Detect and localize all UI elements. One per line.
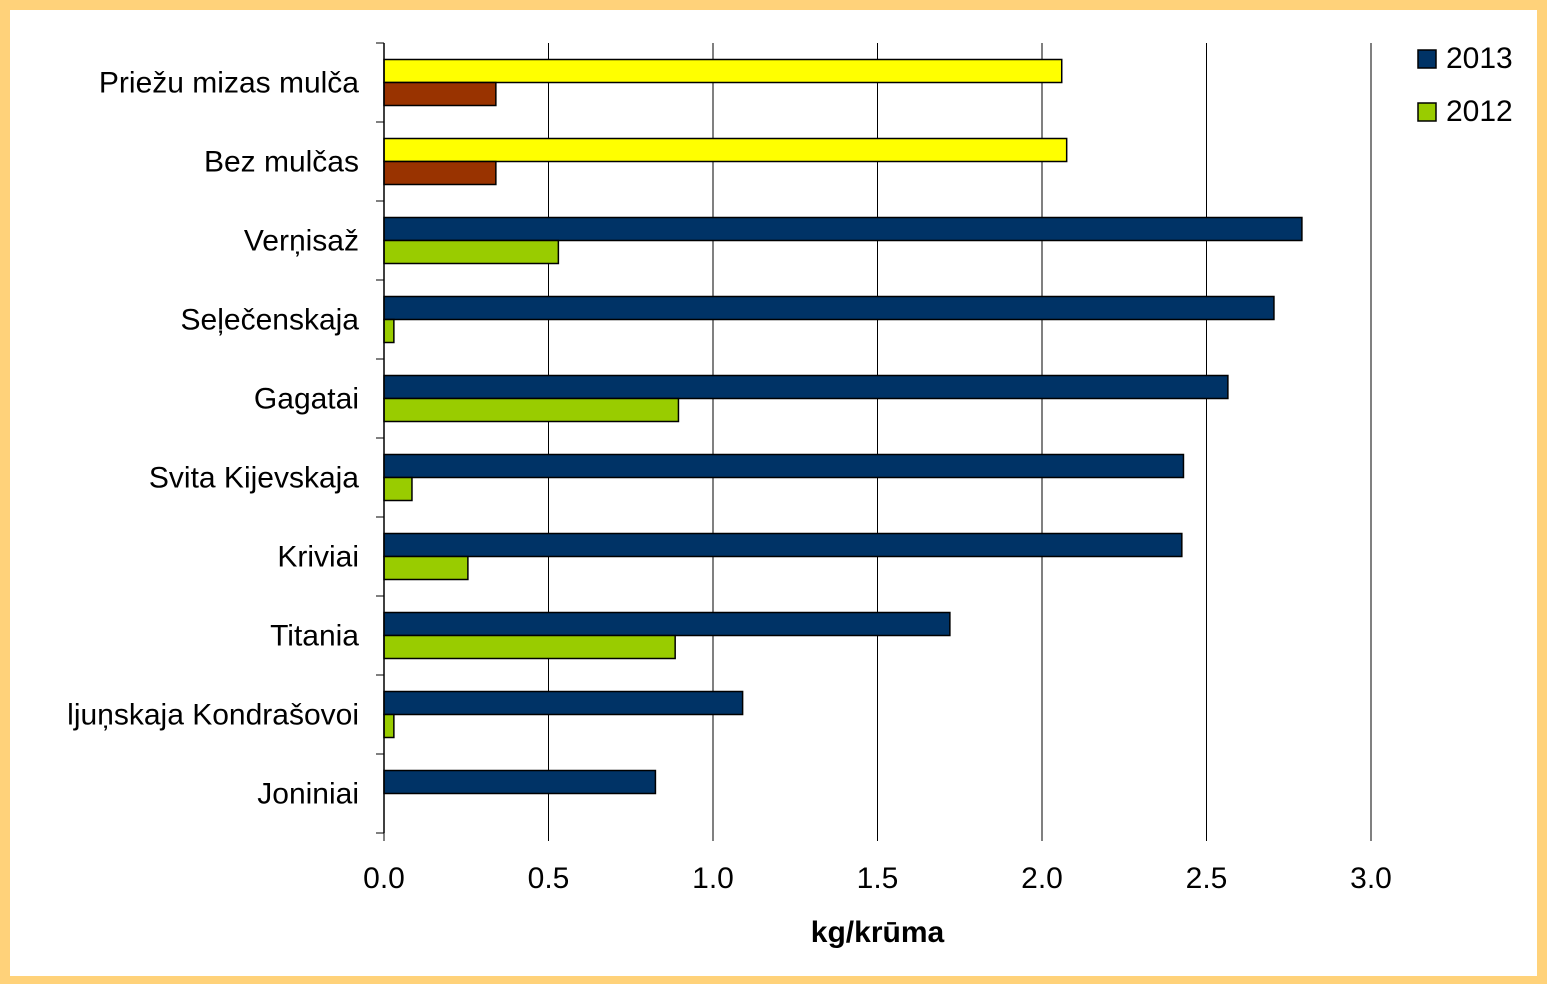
bar-2013 (383, 58, 1063, 84)
legend-swatch (1417, 49, 1437, 69)
bar-2012 (383, 318, 395, 344)
bar-2013 (383, 769, 657, 795)
bar-2013 (383, 295, 1275, 321)
bar-2013 (383, 690, 744, 716)
bar-2012 (383, 476, 413, 502)
legend-label: 2013 (1446, 42, 1513, 75)
x-tick-label: 0.0 (363, 862, 405, 895)
bar-2013 (383, 216, 1303, 242)
category-label: Kriviai (277, 541, 359, 574)
legend-label: 2012 (1446, 95, 1513, 128)
x-tick-label: 0.5 (528, 862, 570, 895)
category-label: Bez mulčas (204, 146, 359, 179)
bar-2012 (383, 634, 676, 660)
category-label: Joniniai (257, 778, 359, 811)
category-label: Verņisaž (244, 225, 359, 258)
bar-2012 (383, 81, 497, 107)
x-axis-title: kg/krūma (811, 916, 945, 949)
category-label: Svita Kijevskaja (149, 462, 359, 495)
bar-2013 (383, 137, 1068, 163)
x-tick-label: 3.0 (1350, 862, 1392, 895)
bar-2013 (383, 453, 1185, 479)
bar-2012 (383, 555, 469, 581)
legend-swatch (1417, 102, 1437, 122)
x-tick-label: 1.0 (692, 862, 734, 895)
bar-2012 (383, 397, 680, 423)
bar-2013 (383, 611, 951, 637)
x-tick-label: 2.0 (1021, 862, 1063, 895)
bar-2013 (383, 532, 1183, 558)
legend: 2013 2012 (1417, 42, 1513, 128)
category-label: Gagatai (254, 383, 359, 416)
bar-2013 (383, 374, 1229, 400)
bars (383, 58, 1303, 795)
bar-2012 (383, 160, 497, 186)
category-labels: Priežu mizas mulča Bez mulčas Verņisaž Seļe… (67, 67, 359, 811)
bar-2012 (383, 239, 560, 265)
chart-frame: Priežu mizas mulča Bez mulčas Verņisaž Seļe… (10, 10, 1537, 976)
bar-chart: Priežu mizas mulča Bez mulčas Verņisaž Seļe… (67, 42, 1513, 949)
x-tick-label: 1.5 (857, 862, 899, 895)
x-tick-label: 2.5 (1186, 862, 1228, 895)
category-label: Titania (270, 620, 359, 653)
category-label: Seļečenskaja (181, 304, 360, 337)
x-tick-labels: 0.0 0.5 1.0 1.5 2.0 2.5 3.0 (363, 862, 1392, 895)
bar-2012 (383, 713, 395, 739)
category-label: ljuņskaja Kondrašovoi (67, 699, 359, 732)
axes (376, 42, 1372, 841)
category-label: Priežu mizas mulča (99, 67, 359, 100)
